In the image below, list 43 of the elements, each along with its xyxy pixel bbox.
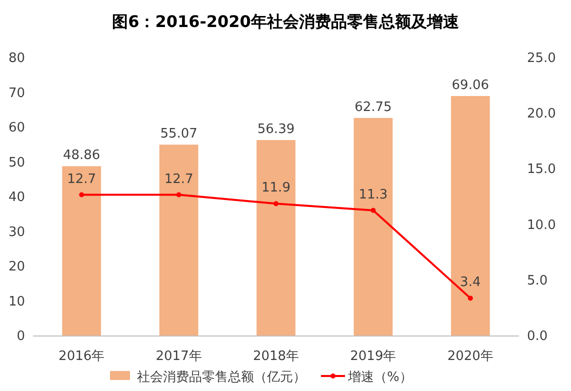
x-tick-label: 2017年 xyxy=(156,349,202,364)
y2-tick-label: 5.0 xyxy=(527,273,548,288)
data-label: 69.06 xyxy=(452,78,490,94)
y2-tick-label: 20.0 xyxy=(527,106,556,122)
legend-label: 增速（%） xyxy=(347,370,412,385)
data-label: 11.9 xyxy=(262,180,290,196)
data-label: 55.07 xyxy=(160,126,198,142)
data-label: 12.7 xyxy=(164,172,194,187)
data-label: 11.3 xyxy=(358,187,388,202)
data-label: 12.7 xyxy=(67,172,96,187)
y-tick-label: 20 xyxy=(8,260,25,274)
y-tick-label: 70 xyxy=(8,86,25,101)
data-label: 3.4 xyxy=(460,275,481,290)
point xyxy=(176,192,182,198)
y-tick-label: 0 xyxy=(16,329,25,344)
chart-title: 图6：2016-2020年社会消费品零售总额及增速 xyxy=(112,12,460,31)
data-label: 62.75 xyxy=(354,100,392,115)
bar xyxy=(159,144,198,336)
legend-label: 社会消费品零售总额（亿元） xyxy=(137,370,306,385)
x-tick-label: 2019年 xyxy=(350,349,396,364)
y2-tick-label: 25.0 xyxy=(527,51,556,66)
y-tick-label: 30 xyxy=(8,224,25,240)
point xyxy=(468,296,473,301)
y-tick-label: 50 xyxy=(8,155,25,170)
y2-tick-label: 15.0 xyxy=(527,162,556,178)
bar xyxy=(62,166,102,336)
y2-tick-label: 10.0 xyxy=(527,218,556,233)
x-tick-label: 2020年 xyxy=(447,349,494,364)
y-tick-label: 80 xyxy=(8,51,25,66)
point xyxy=(274,201,278,206)
y-tick-label: 60 xyxy=(8,120,25,136)
y2-tick-label: 0.0 xyxy=(527,329,548,344)
x-tick-label: 2016年 xyxy=(58,349,105,364)
point xyxy=(370,208,376,213)
point xyxy=(79,192,84,198)
x-tick-label: 2018年 xyxy=(252,349,300,364)
y-tick-label: 10 xyxy=(8,294,25,310)
bar xyxy=(354,118,393,336)
data-label: 48.86 xyxy=(62,148,100,164)
data-label: 56.39 xyxy=(257,122,295,138)
bar xyxy=(256,140,296,336)
bar xyxy=(450,96,490,336)
y-tick-label: 40 xyxy=(8,190,25,205)
